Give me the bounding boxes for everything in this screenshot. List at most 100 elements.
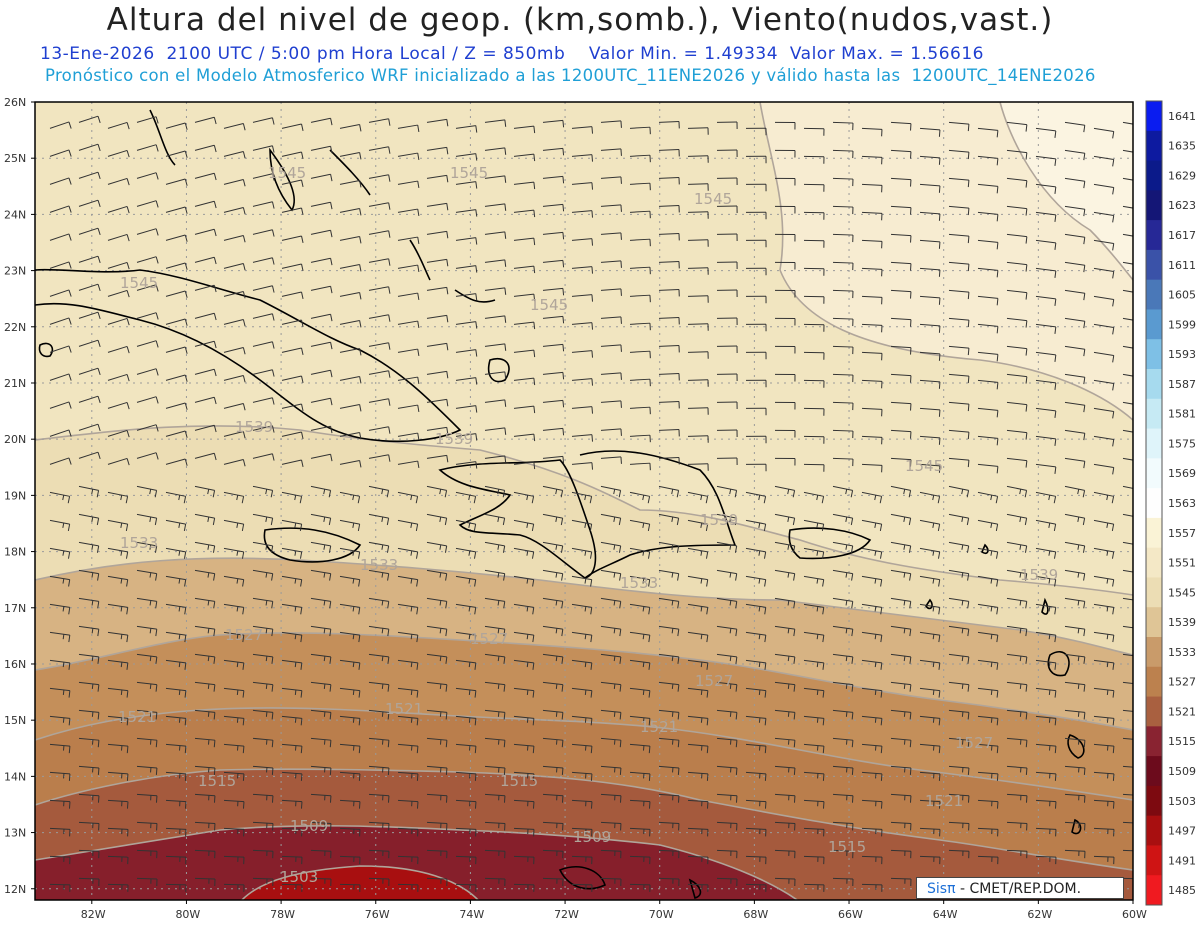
wind-barb — [1064, 541, 1085, 547]
wind-barb — [687, 323, 709, 325]
colorbar-label: 1533 — [1168, 646, 1196, 659]
wind-barb-flag — [1106, 522, 1109, 528]
wind-barb — [658, 344, 680, 347]
wind-barb-flag — [729, 544, 732, 550]
wind-barb-flag — [1077, 600, 1080, 606]
wind-barb-flag — [1083, 377, 1086, 385]
wind-barb — [223, 346, 244, 353]
wind-barb-flag — [265, 544, 268, 550]
wind-barb — [49, 687, 70, 692]
wind-barb — [1035, 687, 1056, 692]
lat-label: 17N — [4, 602, 26, 615]
wind-barb-flag — [386, 518, 390, 526]
wind-barb — [78, 339, 99, 347]
wind-barb — [49, 883, 71, 886]
wind-barb-flag — [294, 550, 297, 556]
credit-text: - CMET/REP.DOM. — [959, 881, 1082, 897]
wind-barb-flag — [851, 573, 854, 581]
wind-barb — [78, 877, 100, 880]
wind-barb — [542, 737, 563, 741]
wind-barb — [426, 454, 447, 459]
wind-barb — [1064, 849, 1086, 852]
wind-barb — [890, 401, 911, 405]
wind-barb — [1006, 681, 1027, 686]
wind-barb — [803, 799, 824, 803]
wind-barb-flag — [381, 683, 384, 690]
wind-barb — [339, 519, 360, 525]
wind-barb — [78, 765, 99, 769]
wind-barb-flag — [265, 683, 268, 690]
wind-barb-flag — [706, 607, 709, 615]
wind-barb — [426, 597, 447, 602]
wind-barb — [310, 793, 331, 797]
wind-barb-flag — [1112, 299, 1115, 307]
wind-barb — [1064, 317, 1085, 322]
wind-barb-flag — [388, 258, 391, 266]
wind-barb-flag — [787, 516, 790, 522]
wind-barb — [1035, 407, 1056, 412]
wind-barb-flag — [126, 402, 130, 410]
wind-barb-flag — [1106, 578, 1109, 584]
wind-barb-flag — [62, 522, 65, 528]
wind-barb — [397, 320, 418, 325]
wind-barb — [832, 429, 854, 432]
wind-barb — [803, 687, 824, 692]
wind-barb-flag — [1025, 629, 1028, 637]
wind-barb — [513, 491, 534, 497]
wind-barb-flag — [584, 495, 587, 501]
wind-barb — [194, 368, 215, 375]
wind-barb-flag — [1054, 466, 1057, 474]
wind-barb — [571, 126, 592, 129]
wind-barb — [1035, 295, 1056, 300]
wind-barb-flag — [439, 628, 442, 634]
wind-barb — [281, 151, 302, 157]
wind-barb-flag — [734, 518, 738, 526]
wind-barb — [658, 653, 679, 658]
wind-barb-flag — [1141, 490, 1142, 497]
wind-barb-flag — [183, 496, 187, 504]
wind-barb — [832, 541, 853, 547]
wind-barb-flag — [880, 718, 883, 726]
wind-barb — [1035, 267, 1056, 272]
wind-barb-flag — [706, 690, 709, 698]
wind-barb — [49, 261, 70, 269]
wind-barb-flag — [242, 151, 246, 159]
wind-barb-flag — [271, 173, 275, 181]
wind-barb — [1064, 625, 1085, 630]
wind-barb-flag — [1112, 773, 1115, 781]
wind-barb — [658, 316, 680, 319]
wind-barb-flag — [1142, 740, 1143, 747]
wind-barb — [368, 877, 390, 880]
wind-barb — [78, 283, 99, 291]
wind-barb-flag — [1054, 438, 1057, 446]
wind-barb — [687, 771, 708, 775]
wind-barb — [426, 342, 447, 347]
wind-barb-flag — [328, 545, 332, 553]
wind-barb — [165, 262, 186, 269]
wind-barb-flag — [294, 522, 297, 528]
wind-barb-flag — [996, 158, 999, 166]
wind-barb-flag — [1054, 214, 1057, 222]
wind-barb-flag — [990, 717, 993, 723]
wind-barb-flag — [503, 767, 506, 775]
wind-barb-flag — [300, 635, 303, 643]
wind-barb — [252, 821, 273, 824]
wind-barb-flag — [532, 746, 535, 754]
wind-barb-flag — [903, 628, 906, 634]
wind-barb — [397, 124, 418, 129]
wind-barb — [658, 625, 679, 630]
wind-barb — [49, 659, 70, 664]
wind-barb — [455, 181, 476, 185]
wind-barb — [455, 883, 477, 886]
wind-barb-flag — [1083, 601, 1086, 609]
wind-barb-flag — [446, 287, 449, 295]
wind-barb-flag — [793, 740, 796, 748]
wind-barb — [455, 461, 476, 465]
wind-barb — [1064, 765, 1085, 769]
wind-barb — [339, 855, 361, 858]
wind-barb-flag — [62, 550, 65, 556]
wind-barb — [542, 175, 563, 179]
wind-barb — [948, 541, 969, 547]
wind-barb-flag — [787, 600, 790, 606]
wind-barb-flag — [816, 578, 819, 584]
